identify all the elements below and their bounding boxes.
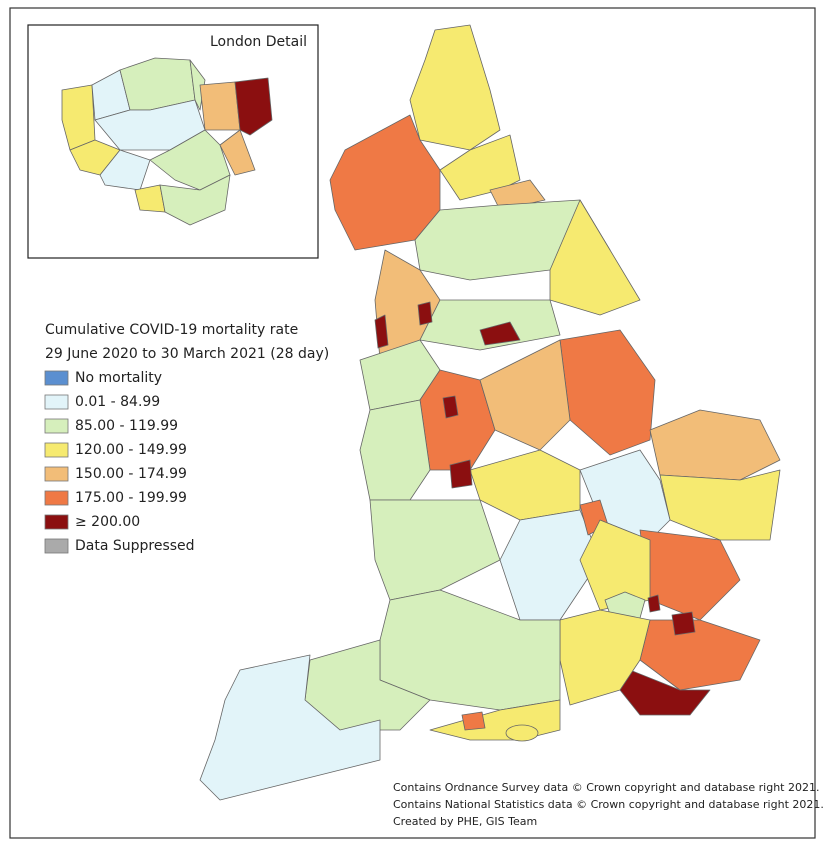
legend-swatch <box>44 490 69 506</box>
legend: Cumulative COVID-19 mortality rate 29 Jun… <box>44 322 329 554</box>
credit-line: Contains National Statistics data © Crow… <box>393 798 824 811</box>
region <box>549 199 641 316</box>
legend-swatch <box>44 538 69 554</box>
legend-label: Data Suppressed <box>75 538 195 554</box>
region <box>449 459 473 489</box>
legend-label: 150.00 - 174.99 <box>75 466 187 482</box>
legend-label: 120.00 - 149.99 <box>75 442 187 458</box>
legend-swatch <box>44 418 69 434</box>
region <box>369 499 501 601</box>
inset-title: London Detail <box>210 34 307 50</box>
legend-title: Cumulative COVID-19 mortality rate <box>45 322 298 338</box>
legend-swatch <box>44 442 69 458</box>
region <box>199 81 241 131</box>
credits: Contains Ordnance Survey data © Crown co… <box>393 781 824 828</box>
region <box>359 399 431 501</box>
legend-swatch <box>44 466 69 482</box>
region <box>234 77 273 136</box>
region <box>199 654 381 801</box>
legend-label: ≥ 200.00 <box>75 514 140 530</box>
region <box>461 711 486 731</box>
region <box>417 301 433 326</box>
region <box>479 321 521 346</box>
region <box>374 314 389 349</box>
legend-swatch <box>44 394 69 410</box>
region <box>99 149 151 191</box>
legend-label: 85.00 - 119.99 <box>75 418 178 434</box>
region <box>671 611 696 636</box>
region <box>219 129 256 176</box>
region <box>442 395 459 419</box>
region <box>489 179 546 211</box>
region <box>419 299 561 351</box>
region <box>479 339 571 451</box>
region <box>149 129 231 191</box>
region <box>94 99 206 151</box>
region <box>559 609 651 706</box>
region <box>647 594 661 613</box>
england-map <box>199 24 781 801</box>
legend-label: 0.01 - 84.99 <box>75 394 160 410</box>
legend-label: 175.00 - 199.99 <box>75 490 187 506</box>
london-map <box>61 57 273 226</box>
region <box>505 724 539 742</box>
legend-swatch <box>44 370 69 386</box>
legend-title: 29 June 2020 to 30 March 2021 (28 day) <box>45 346 329 362</box>
legend-swatch <box>44 514 69 530</box>
legend-label: No mortality <box>75 370 162 386</box>
credit-line: Contains Ordnance Survey data © Crown co… <box>393 781 819 794</box>
region <box>159 174 231 226</box>
credit-line: Created by PHE, GIS Team <box>393 815 537 828</box>
